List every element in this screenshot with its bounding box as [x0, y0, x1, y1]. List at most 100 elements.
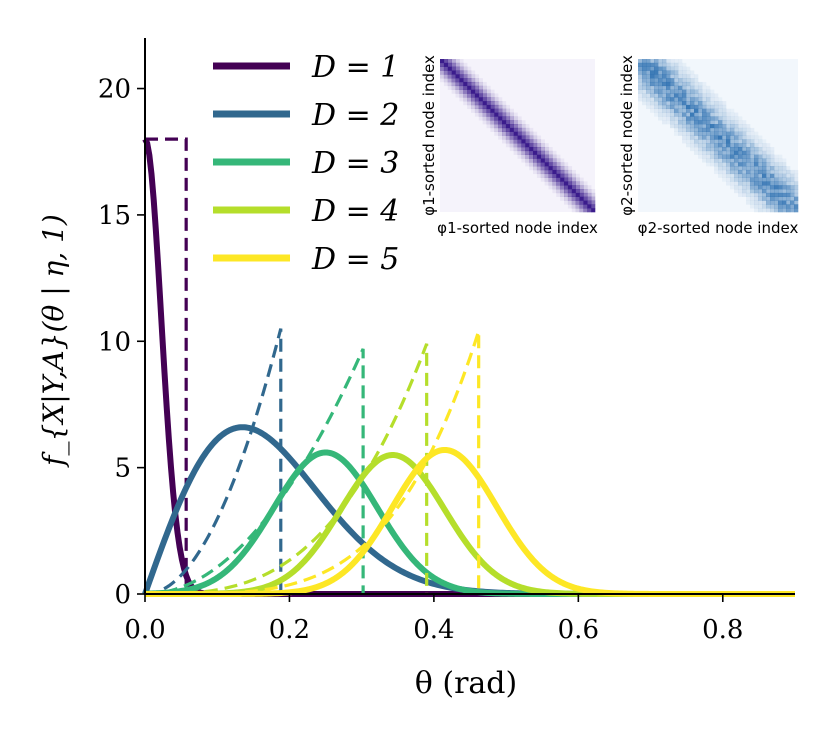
inset-cell — [474, 81, 480, 87]
inset-cell — [567, 177, 573, 182]
inset-cell — [710, 89, 715, 94]
inset-cell — [666, 70, 671, 75]
inset-cell — [690, 104, 695, 110]
inset-cell — [706, 146, 711, 152]
inset-cell — [778, 169, 783, 175]
inset-cell — [706, 158, 711, 163]
inset-cell — [730, 169, 735, 175]
inset-cell — [750, 204, 755, 209]
inset-cell — [455, 62, 460, 67]
inset-cell — [714, 139, 719, 144]
inset-cell — [579, 177, 584, 182]
inset-cell — [754, 204, 759, 209]
inset-cell — [587, 189, 592, 194]
inset-cell — [533, 143, 538, 148]
legend-label: D = 4 — [311, 194, 399, 229]
inset-cell — [734, 143, 739, 148]
inset-cell — [742, 143, 747, 148]
inset-cell — [583, 204, 588, 209]
inset-cell — [734, 120, 739, 125]
inset-cell — [560, 192, 565, 198]
inset-cell — [567, 169, 573, 175]
inset-cell — [474, 74, 480, 79]
inset-cell — [575, 192, 580, 198]
inset-cell — [556, 173, 561, 178]
inset-cell — [698, 154, 703, 159]
inset-cell — [698, 97, 703, 102]
inset-cell — [750, 127, 755, 132]
inset-cell — [746, 192, 751, 198]
inset-cell — [463, 101, 468, 106]
inset-cell — [552, 181, 557, 186]
inset-cell — [579, 196, 584, 201]
inset-cell — [658, 101, 663, 106]
inset-cell — [726, 120, 731, 125]
inset-cell — [682, 104, 687, 110]
inset-cell — [502, 124, 507, 129]
inset-cell — [794, 185, 799, 190]
inset-cell — [770, 154, 775, 159]
inset-cell — [694, 116, 699, 121]
inset-cell — [509, 135, 514, 140]
inset-cell — [750, 189, 755, 194]
inset-cell — [686, 85, 691, 90]
inset-cell — [521, 143, 526, 148]
inset-cell — [746, 127, 751, 132]
inset-cell — [498, 104, 503, 110]
inset-cell — [490, 89, 495, 94]
inset-cell — [682, 81, 687, 87]
inset-cell — [642, 78, 647, 83]
inset-cell — [494, 97, 499, 102]
inset-cell — [575, 177, 580, 182]
inset-cell — [482, 108, 487, 113]
inset-cell — [718, 166, 723, 171]
inset-cell — [706, 154, 711, 159]
inset-cell — [482, 97, 487, 102]
inset-cell — [670, 70, 675, 75]
inset-cell — [718, 112, 723, 117]
inset-cell — [722, 143, 727, 148]
inset-cell — [591, 208, 596, 213]
inset-cell — [774, 162, 779, 167]
inset-cell — [766, 192, 771, 198]
inset-cell — [662, 116, 667, 121]
inset-cell — [509, 143, 514, 148]
inset-cell — [654, 93, 659, 98]
inset-cell — [758, 200, 763, 205]
inset-cell — [670, 59, 675, 64]
inset-cell — [706, 112, 711, 117]
inset-cell — [738, 124, 743, 129]
inset-cell — [525, 127, 530, 132]
inset-cell — [662, 112, 667, 117]
inset-cell — [730, 181, 735, 186]
inset-x-label: φ1-sorted node index — [437, 219, 598, 237]
inset-cell — [564, 196, 569, 201]
inset-cell — [782, 173, 787, 178]
inset-x-label: φ2-sorted node index — [638, 219, 799, 237]
inset-cell — [794, 192, 799, 198]
inset-cell — [782, 162, 787, 167]
inset-cell — [440, 78, 445, 83]
inset-cell — [650, 59, 655, 64]
inset-cell — [575, 208, 580, 213]
solid-line-d2 — [142, 424, 796, 597]
inset-cell — [642, 89, 647, 94]
inset-cell — [525, 162, 530, 167]
inset-cell — [564, 162, 569, 167]
inset-cell — [544, 169, 549, 175]
inset-cell — [556, 154, 561, 159]
inset-cell — [722, 169, 727, 175]
inset-cell — [694, 101, 699, 106]
inset-cell — [742, 177, 747, 182]
inset-cell — [718, 97, 723, 102]
inset-y-label: φ1-sorted node index — [420, 55, 438, 216]
inset-cell — [778, 200, 783, 205]
inset-cell — [774, 208, 779, 213]
inset-cell — [742, 150, 747, 155]
inset-cell — [451, 66, 456, 71]
inset-cell — [746, 158, 751, 163]
inset-1: φ1-sorted node index φ1-sorted node index — [420, 55, 598, 237]
inset-cell — [455, 78, 460, 83]
inset-cell — [734, 139, 739, 144]
inset-cell — [525, 131, 530, 136]
